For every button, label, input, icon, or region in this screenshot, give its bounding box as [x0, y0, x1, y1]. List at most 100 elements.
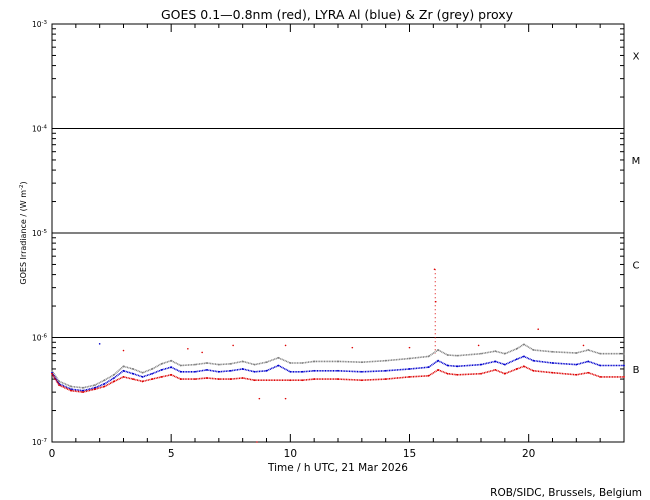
data-point — [480, 363, 482, 366]
data-point — [141, 371, 144, 374]
data-point — [141, 375, 144, 378]
credit-text: ROB/SIDC, Brussels, Belgium — [490, 487, 642, 499]
data-point — [179, 364, 182, 367]
data-point — [206, 377, 208, 379]
data-point — [587, 349, 590, 351]
data-point — [206, 368, 208, 371]
spike-dot — [232, 344, 234, 347]
data-point — [623, 375, 625, 378]
data-point — [113, 380, 115, 383]
data-point — [122, 365, 125, 368]
data-point — [103, 382, 106, 385]
data-point — [151, 368, 154, 370]
data-point — [587, 360, 590, 363]
data-point — [503, 372, 506, 375]
data-point — [113, 377, 115, 379]
spike-dot — [98, 343, 101, 345]
data-point — [160, 375, 163, 378]
data-point — [427, 374, 430, 377]
data-point — [217, 378, 220, 380]
spike-dot — [537, 328, 539, 331]
data-point — [122, 369, 125, 372]
data-point — [82, 391, 84, 394]
data-point — [587, 371, 590, 374]
y-tick-label: 10-4 — [32, 125, 48, 134]
data-point — [241, 360, 244, 363]
data-point — [132, 368, 134, 370]
data-point — [337, 369, 339, 372]
data-point — [194, 370, 196, 373]
data-point — [277, 364, 280, 367]
spike-dot — [477, 344, 480, 347]
data-point — [360, 361, 363, 364]
data-point — [132, 378, 134, 380]
data-point — [360, 379, 363, 382]
data-point — [551, 362, 554, 364]
data-point — [265, 369, 268, 372]
data-point — [384, 359, 387, 362]
y-axis-label-close: ) — [19, 181, 28, 184]
data-point — [599, 364, 602, 367]
data-point — [51, 372, 53, 375]
spike-dot — [408, 346, 411, 349]
data-point — [241, 377, 244, 379]
data-point — [337, 378, 339, 380]
axis-ticks — [51, 23, 625, 443]
data-point — [160, 362, 163, 365]
data-point — [70, 385, 72, 388]
data-point — [446, 364, 449, 367]
data-point — [313, 360, 316, 363]
data-point — [384, 369, 387, 372]
data-point — [599, 375, 602, 378]
data-point — [515, 347, 518, 350]
data-point — [313, 369, 316, 372]
x-tick-label: 0 — [49, 448, 56, 460]
data-point — [229, 362, 232, 365]
series-line — [51, 343, 624, 389]
y-axis-label: GOES Irradiance / (W m-2) — [19, 181, 28, 284]
data-point — [265, 361, 268, 364]
data-point — [480, 372, 482, 375]
x-tick-label: 20 — [522, 448, 535, 460]
data-point — [170, 359, 173, 362]
data-point — [456, 373, 459, 376]
data-point — [253, 370, 256, 373]
y-tick-label: 10-6 — [32, 334, 48, 343]
data-point — [179, 378, 182, 380]
spike-dots — [98, 268, 585, 443]
data-point — [503, 352, 506, 355]
data-point — [289, 379, 292, 382]
data-point — [151, 372, 154, 375]
data-point — [103, 385, 106, 388]
spike-dot — [284, 397, 287, 400]
data-point — [494, 350, 497, 353]
data-point — [523, 365, 525, 368]
data-point — [194, 378, 196, 380]
series-goes — [51, 365, 625, 394]
data-point — [523, 355, 525, 358]
data-point — [301, 370, 304, 373]
flare-class-labels: B C M X — [632, 51, 641, 376]
data-point — [456, 354, 459, 357]
data-point — [301, 362, 304, 364]
data-point — [122, 375, 125, 378]
data-point — [532, 359, 535, 362]
data-point — [623, 352, 625, 355]
data-point — [160, 368, 163, 371]
data-point — [194, 363, 196, 366]
data-point — [170, 366, 173, 369]
data-point — [532, 369, 535, 372]
data-point — [446, 354, 449, 356]
data-point — [113, 373, 115, 376]
data-point — [623, 364, 625, 367]
data-point — [289, 362, 292, 364]
series-line — [51, 355, 624, 392]
data-point — [70, 389, 72, 392]
spike-dot — [284, 344, 287, 347]
data-point — [437, 359, 439, 362]
data-point — [141, 380, 144, 383]
data-point — [179, 370, 182, 373]
data-point — [515, 358, 518, 361]
data-point — [229, 378, 232, 380]
